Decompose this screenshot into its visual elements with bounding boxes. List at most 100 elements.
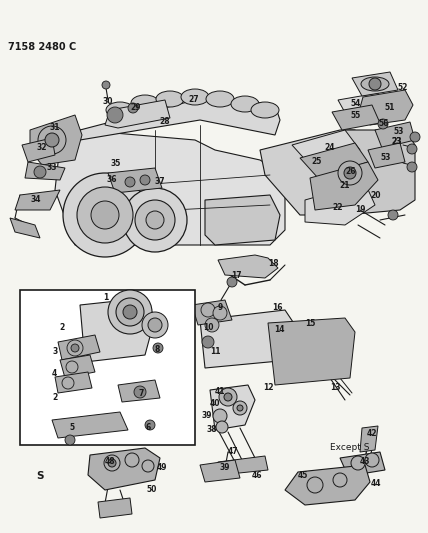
Circle shape	[205, 318, 219, 332]
Text: 54: 54	[351, 99, 361, 108]
Text: 1: 1	[104, 294, 109, 303]
Polygon shape	[352, 72, 398, 96]
Polygon shape	[310, 162, 378, 210]
Polygon shape	[368, 143, 405, 168]
Text: 53: 53	[394, 127, 404, 136]
Text: 7158 2480 C: 7158 2480 C	[8, 42, 76, 52]
Text: 36: 36	[107, 175, 117, 184]
Circle shape	[104, 455, 120, 471]
Polygon shape	[118, 380, 160, 402]
Text: 34: 34	[31, 195, 41, 204]
Polygon shape	[218, 255, 278, 278]
Text: 46: 46	[252, 471, 262, 480]
Text: 51: 51	[385, 103, 395, 112]
Circle shape	[123, 188, 187, 252]
Circle shape	[71, 344, 79, 352]
Circle shape	[145, 420, 155, 430]
Circle shape	[135, 200, 175, 240]
Circle shape	[108, 290, 152, 334]
Polygon shape	[108, 168, 162, 193]
Text: 7: 7	[138, 389, 144, 398]
Polygon shape	[88, 448, 160, 490]
Polygon shape	[210, 385, 255, 430]
Text: 10: 10	[203, 322, 213, 332]
Ellipse shape	[361, 77, 389, 91]
Text: 31: 31	[50, 124, 60, 133]
Text: 38: 38	[207, 425, 217, 434]
Circle shape	[201, 303, 215, 317]
Polygon shape	[340, 452, 385, 476]
Circle shape	[77, 187, 133, 243]
Polygon shape	[200, 310, 295, 368]
Circle shape	[102, 81, 110, 89]
Circle shape	[123, 305, 137, 319]
Text: 21: 21	[340, 181, 350, 190]
Polygon shape	[358, 90, 413, 125]
Text: 5: 5	[69, 423, 74, 432]
Circle shape	[142, 312, 168, 338]
Text: 17: 17	[231, 271, 241, 279]
Circle shape	[213, 306, 227, 320]
Polygon shape	[55, 130, 285, 245]
Text: 18: 18	[268, 259, 278, 268]
Text: 45: 45	[298, 471, 308, 480]
Polygon shape	[300, 143, 368, 178]
Text: 19: 19	[355, 206, 365, 214]
Polygon shape	[60, 355, 95, 378]
Circle shape	[67, 340, 83, 356]
Circle shape	[344, 167, 356, 179]
Circle shape	[108, 459, 116, 467]
Circle shape	[202, 336, 214, 348]
Polygon shape	[52, 412, 128, 438]
Text: Except S: Except S	[330, 443, 369, 453]
Text: S: S	[36, 471, 44, 481]
Circle shape	[45, 133, 59, 147]
Text: 33: 33	[47, 164, 57, 173]
Circle shape	[91, 201, 119, 229]
Circle shape	[407, 144, 417, 154]
Ellipse shape	[251, 102, 279, 118]
Polygon shape	[30, 115, 82, 165]
Polygon shape	[105, 100, 170, 128]
Ellipse shape	[131, 95, 159, 111]
Text: 41: 41	[215, 387, 225, 397]
Circle shape	[107, 107, 123, 123]
Text: 23: 23	[392, 138, 402, 147]
Text: 12: 12	[263, 383, 273, 392]
Circle shape	[66, 361, 78, 373]
Ellipse shape	[206, 91, 234, 107]
Polygon shape	[338, 93, 385, 118]
Text: 50: 50	[147, 486, 157, 495]
Text: 23: 23	[392, 138, 402, 147]
Circle shape	[146, 211, 164, 229]
Polygon shape	[332, 105, 380, 130]
Text: 40: 40	[210, 399, 220, 408]
Text: 24: 24	[325, 142, 335, 151]
Text: 47: 47	[228, 447, 238, 456]
Polygon shape	[268, 318, 355, 385]
Text: 55: 55	[351, 111, 361, 120]
Circle shape	[125, 177, 135, 187]
Polygon shape	[192, 300, 232, 325]
Polygon shape	[345, 130, 415, 215]
Circle shape	[369, 78, 381, 90]
Text: 42: 42	[367, 430, 377, 439]
Text: 16: 16	[272, 303, 282, 311]
Text: 53: 53	[381, 154, 391, 163]
Circle shape	[134, 386, 146, 398]
Polygon shape	[10, 218, 40, 238]
Circle shape	[219, 388, 237, 406]
Circle shape	[365, 453, 379, 467]
Circle shape	[62, 377, 74, 389]
Text: 44: 44	[371, 480, 381, 489]
Text: 28: 28	[160, 117, 170, 126]
Circle shape	[307, 477, 323, 493]
Circle shape	[125, 453, 139, 467]
Polygon shape	[80, 298, 155, 362]
Polygon shape	[360, 426, 378, 452]
Circle shape	[227, 277, 237, 287]
Circle shape	[407, 162, 417, 172]
Circle shape	[34, 166, 46, 178]
Polygon shape	[205, 195, 280, 245]
Circle shape	[233, 401, 247, 415]
